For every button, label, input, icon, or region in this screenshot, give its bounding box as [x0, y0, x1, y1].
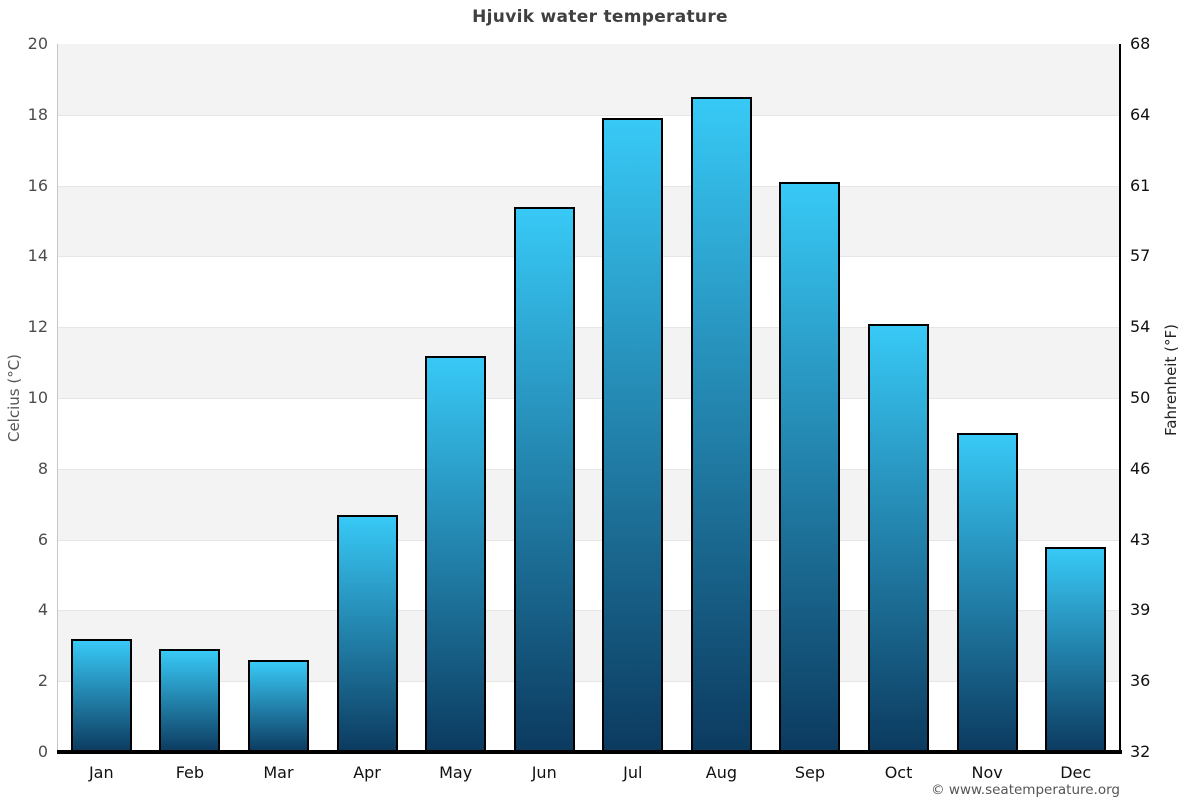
celsius-tick-label: 16 — [27, 175, 48, 195]
month-label-feb: Feb — [175, 763, 205, 782]
celsius-tick-label: 6 — [37, 529, 48, 549]
bar-jan[interactable] — [70, 638, 132, 752]
bar-nov[interactable] — [956, 433, 1018, 752]
fahrenheit-tick-label: 43 — [1130, 529, 1151, 549]
fahrenheit-axis-title: Fahrenheit (°F) — [1162, 324, 1180, 436]
gridline — [57, 185, 1120, 187]
celsius-tick-label: 14 — [27, 246, 48, 266]
bar-oct[interactable] — [868, 323, 930, 752]
plot-band — [57, 468, 1120, 540]
month-label-jul: Jul — [623, 763, 643, 782]
fahrenheit-tick-label: 57 — [1130, 246, 1151, 266]
bar-may[interactable] — [425, 355, 487, 752]
month-label-aug: Aug — [705, 763, 737, 782]
left-axis-line — [57, 44, 58, 752]
bar-mar[interactable] — [247, 659, 309, 752]
plot-band — [57, 610, 1120, 682]
celsius-tick-label: 0 — [37, 742, 48, 761]
fahrenheit-tick-label: 54 — [1130, 317, 1151, 337]
month-label-may: May — [439, 763, 473, 782]
month-label-jun: Jun — [531, 763, 557, 782]
plot-band — [57, 327, 1120, 398]
fahrenheit-tick-label: 39 — [1130, 600, 1151, 620]
gridline — [57, 468, 1120, 470]
plot-area — [57, 44, 1120, 752]
celsius-tick-label: 10 — [27, 388, 48, 407]
right-axis-line — [1119, 44, 1121, 752]
fahrenheit-tick-label: 68 — [1130, 34, 1151, 53]
gridline — [57, 114, 1120, 116]
celsius-tick-label: 12 — [27, 317, 48, 337]
month-label-apr: Apr — [353, 763, 381, 782]
celsius-tick-label: 20 — [27, 34, 48, 53]
fahrenheit-tick-label: 46 — [1130, 458, 1151, 478]
gridline — [57, 256, 1120, 258]
bar-dec[interactable] — [1045, 546, 1107, 752]
gridline — [57, 681, 1120, 683]
copyright-text: © www.seatemperature.org — [931, 782, 1120, 798]
x-axis-line — [57, 750, 1122, 754]
bar-jul[interactable] — [602, 118, 664, 752]
month-label-nov: Nov — [971, 763, 1003, 782]
month-label-sep: Sep — [794, 763, 826, 782]
plot-band — [57, 681, 1120, 752]
plot-band — [57, 114, 1120, 186]
plot-band — [57, 256, 1120, 328]
fahrenheit-tick-label: 61 — [1130, 175, 1151, 195]
plot-band — [57, 185, 1120, 257]
bar-feb[interactable] — [159, 649, 221, 752]
celsius-axis-title: Celcius (°C) — [5, 353, 23, 443]
gridline — [57, 610, 1120, 612]
month-label-dec: Dec — [1060, 763, 1092, 782]
month-label-jan: Jan — [88, 763, 114, 782]
chart-title: Hjuvik water temperature — [472, 7, 728, 27]
fahrenheit-tick-label: 36 — [1130, 671, 1151, 691]
bar-aug[interactable] — [690, 97, 752, 752]
month-label-oct: Oct — [884, 763, 913, 782]
plot-band — [57, 398, 1120, 469]
gridline — [57, 327, 1120, 329]
bar-apr[interactable] — [336, 514, 398, 752]
bar-jun[interactable] — [513, 206, 575, 752]
celsius-tick-label: 18 — [27, 104, 48, 124]
bar-sep[interactable] — [779, 182, 841, 752]
fahrenheit-tick-label: 32 — [1130, 742, 1151, 761]
plot-band — [57, 44, 1120, 115]
celsius-tick-label: 8 — [37, 458, 48, 478]
month-label-mar: Mar — [263, 763, 294, 782]
celsius-tick-label: 4 — [37, 600, 48, 620]
fahrenheit-tick-label: 50 — [1130, 388, 1151, 407]
plot-band — [57, 539, 1120, 611]
celsius-tick-label: 2 — [37, 671, 48, 691]
fahrenheit-tick-label: 64 — [1130, 104, 1151, 124]
gridline — [57, 398, 1120, 399]
gridline — [57, 539, 1120, 541]
